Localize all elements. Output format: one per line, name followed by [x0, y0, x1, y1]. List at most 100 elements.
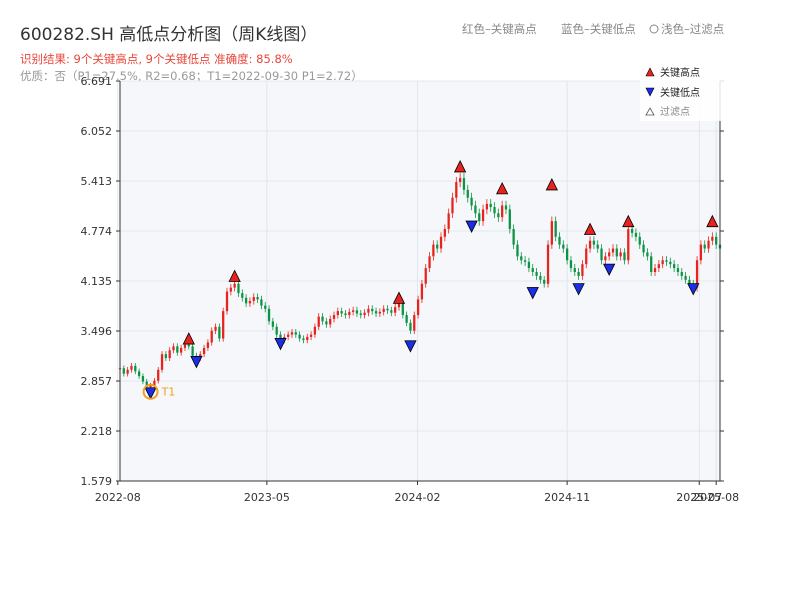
top-legend-red: 红色–关键高点	[462, 22, 537, 36]
candle-body	[680, 272, 683, 276]
candle-body	[657, 264, 660, 269]
candle-body	[443, 228, 446, 237]
candle-body	[634, 232, 638, 237]
candle-body	[222, 311, 225, 339]
candle-body	[523, 260, 527, 262]
candle-body	[317, 316, 320, 327]
candle-body	[218, 326, 221, 339]
candle-body	[673, 264, 676, 269]
candle-body	[294, 332, 297, 335]
candle-body	[669, 261, 672, 265]
candle-body	[642, 244, 645, 253]
candle-body	[172, 346, 175, 351]
candle-body	[176, 346, 179, 353]
candle-body	[168, 350, 171, 359]
key-high-marker	[182, 332, 195, 345]
candle-body	[470, 197, 473, 206]
key-low-marker	[465, 220, 478, 233]
candle-body	[367, 308, 370, 313]
candle-body	[646, 252, 649, 257]
candle-body	[164, 354, 167, 359]
top-legend-blue: 蓝色–关键低点	[561, 22, 636, 36]
candle-body	[684, 275, 687, 280]
candle-body	[130, 365, 133, 370]
candle-body	[252, 297, 255, 301]
candle-body	[466, 189, 469, 198]
candle-body	[233, 283, 236, 288]
candle-body	[386, 308, 389, 311]
candle-body	[206, 342, 210, 348]
key-high-marker	[583, 222, 597, 235]
top-legend-gray: 浅色–过滤点	[661, 22, 724, 36]
candle-body	[588, 240, 592, 249]
candle-body	[615, 248, 618, 257]
top-legend-circle-icon	[649, 24, 659, 34]
candle-body	[458, 178, 462, 183]
chart-title: 600282.SH 高低点分析图（周K线图）	[20, 25, 317, 45]
candle-body	[501, 205, 504, 218]
candle-body	[638, 236, 641, 245]
candle-body	[149, 385, 152, 388]
candle-body	[229, 287, 232, 292]
candle-body	[157, 369, 160, 381]
key-low-marker	[526, 287, 539, 300]
key-high-marker	[228, 269, 241, 282]
key-low-marker	[687, 283, 700, 296]
x-tick-label: 2023-05	[244, 491, 290, 504]
candle-body	[485, 203, 489, 210]
key-low-marker	[190, 356, 203, 369]
y-tick-label: 2.857	[81, 375, 113, 388]
y-tick-labels: 1.579 2.218 2.857 3.496 4.135 4.774 5.413 6.052…	[81, 75, 724, 488]
candle-body	[424, 268, 427, 284]
key-low-marker	[572, 283, 585, 296]
key-high-marker	[392, 291, 406, 304]
candle-body	[432, 244, 435, 257]
candle-body	[325, 321, 328, 325]
candle-body	[348, 311, 351, 316]
candle-body	[416, 299, 420, 316]
key-low-marker	[144, 387, 157, 400]
candle-body	[126, 369, 129, 374]
candle-body	[210, 330, 213, 343]
y-tick-label: 4.774	[81, 225, 113, 238]
candle-body	[378, 311, 382, 314]
candle-body	[447, 213, 450, 229]
candle-body	[329, 318, 332, 325]
candle-body	[409, 322, 412, 331]
candle-body	[653, 268, 657, 273]
candle-body	[137, 371, 141, 377]
legend-low-label: 关键低点	[660, 86, 700, 99]
candle-body	[256, 297, 259, 300]
candle-body	[298, 334, 301, 339]
candle-body	[287, 334, 290, 337]
y-tick-label: 6.691	[81, 75, 113, 88]
quality-line: 优质：否（P1=27.5%, R2=0.68；T1=2022-09-30 P1=…	[20, 69, 363, 83]
candle-body	[180, 347, 183, 353]
candle-body	[630, 228, 634, 233]
candle-body	[260, 299, 263, 306]
candle-body	[604, 256, 607, 261]
candle-body	[267, 308, 271, 322]
candle-body	[715, 236, 718, 245]
candle-body	[676, 268, 680, 273]
candle-body	[531, 268, 534, 273]
x-tick-label: 2022-08	[95, 491, 141, 504]
t1-circle-marker	[142, 383, 159, 400]
candle-body	[340, 311, 343, 314]
candle-body	[413, 315, 416, 331]
candle-body	[611, 248, 615, 253]
x-tick-label: 2025-08	[693, 491, 739, 504]
candle-body	[711, 236, 714, 241]
candle-body	[313, 326, 317, 335]
candle-body	[546, 244, 550, 284]
key-high-marker	[706, 214, 719, 228]
candle-body	[596, 244, 599, 249]
candle-body	[371, 308, 374, 312]
legend-high-triangle-icon	[645, 67, 655, 77]
candlesticks	[118, 172, 722, 390]
candle-body	[619, 252, 622, 257]
candle-body	[661, 260, 664, 265]
candle-body	[497, 213, 500, 218]
y-tick-label: 5.413	[81, 175, 113, 188]
candle-body	[428, 256, 431, 269]
